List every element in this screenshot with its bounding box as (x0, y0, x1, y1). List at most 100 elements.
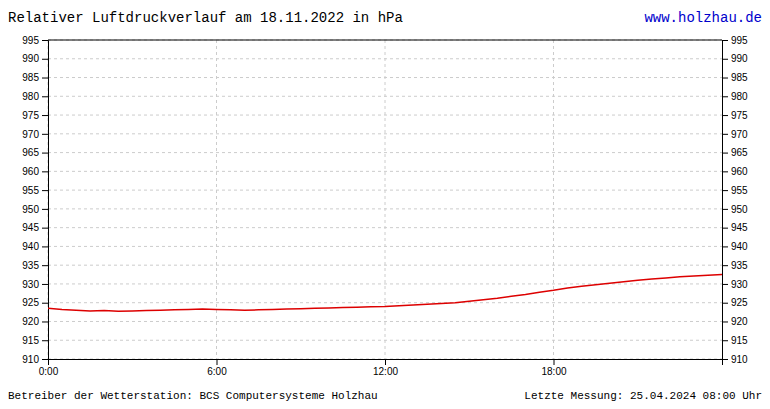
y2-axis-tick-label: 980 (731, 91, 748, 102)
grid-line-y (48, 171, 722, 172)
x-axis-tick-label: 0:00 (39, 366, 59, 377)
y-axis-tick: 995 (22, 35, 48, 46)
y-axis: 9109159209259309359409459509559609659709… (22, 35, 48, 365)
y2-axis-tick-label: 975 (731, 110, 748, 121)
y2-axis-tick-label: 990 (731, 53, 748, 64)
y-axis-tick: 960 (22, 166, 48, 177)
y2-axis-tick-mark (722, 171, 728, 172)
y-axis-tick-label: 910 (22, 354, 39, 365)
y-axis-tick: 950 (22, 204, 48, 215)
y-axis-tick: 920 (22, 316, 48, 327)
y2-axis-tick: 945 (722, 222, 748, 233)
y2-axis-tick-label: 940 (731, 241, 748, 252)
y2-axis-tick-mark (722, 246, 728, 247)
y2-axis-tick: 965 (722, 147, 748, 158)
y2-axis-tick-mark (722, 359, 728, 360)
y-axis-tick-mark (42, 359, 48, 360)
y2-axis-tick-mark (722, 96, 728, 97)
chart-container: 0:00 6:00 12:00 18:00 910 915 920 925 930 935 940 9… (0, 0, 770, 409)
y2-axis-tick-label: 920 (731, 316, 748, 327)
y2-axis-tick: 930 (722, 279, 748, 290)
y2-axis-tick-mark (722, 321, 728, 322)
y-axis-tick: 915 (22, 335, 48, 346)
y2-axis-tick-label: 960 (731, 166, 748, 177)
y-axis-tick-mark (42, 78, 48, 79)
x-axis-tick-mark (217, 359, 218, 365)
y-axis-tick: 925 (22, 297, 48, 308)
y2-axis-tick-mark (722, 265, 728, 266)
x-axis-line (49, 360, 723, 366)
y-axis-tick-mark (42, 171, 48, 172)
y-axis-tick-mark (42, 340, 48, 341)
y2-axis-tick-mark (722, 153, 728, 154)
x-axis-tick-label: 12:00 (373, 366, 398, 377)
plot-frame (48, 40, 722, 41)
y-axis-tick: 930 (22, 279, 48, 290)
y-axis-tick-label: 925 (22, 297, 39, 308)
y2-axis-tick: 970 (722, 129, 748, 140)
y2-axis-tick: 960 (722, 166, 748, 177)
y-axis-tick-mark (42, 228, 48, 229)
y-axis-tick-label: 980 (22, 91, 39, 102)
y2-axis-tick-label: 930 (731, 279, 748, 290)
y-axis-tick-label: 940 (22, 241, 39, 252)
y-axis-tick-label: 985 (22, 72, 39, 83)
x-axis-tick-label: 18:00 (541, 366, 566, 377)
y-axis-tick-mark (42, 115, 48, 116)
y-axis-tick-mark (42, 321, 48, 322)
grid-line-y (48, 40, 722, 41)
x-axis-tick: 6:00 (207, 359, 227, 377)
y2-axis-tick: 925 (722, 297, 748, 308)
marks (48, 275, 722, 312)
grid-line-x (216, 40, 217, 359)
y-axis-tick: 945 (22, 222, 48, 233)
y-axis-tick-mark (42, 40, 48, 41)
y-axis-tick: 970 (22, 129, 48, 140)
y2-axis-tick: 910 (722, 354, 748, 365)
grid (48, 40, 722, 359)
y2-axis-tick-label: 995 (731, 35, 748, 46)
grid-line-y (48, 302, 722, 303)
y-axis-tick-mark (42, 303, 48, 304)
y2-axis-tick: 975 (722, 110, 748, 121)
y2-axis-tick: 985 (722, 72, 748, 83)
y2-axis-tick-label: 965 (731, 147, 748, 158)
y-axis-tick-mark (42, 134, 48, 135)
y-axis-tick-label: 950 (22, 204, 39, 215)
y2-axis-tick: 935 (722, 260, 748, 271)
title: Relativer Luftdruckverlauf am 18.11.2022… (8, 10, 403, 26)
x-axis: 0:00 6:00 12:00 18:00 (39, 359, 723, 377)
y2-axis-tick-mark (722, 78, 728, 79)
y2-axis-tick: 920 (722, 316, 748, 327)
grid-line-y (48, 152, 722, 153)
y-axis-tick-label: 920 (22, 316, 39, 327)
y2-axis-tick-mark (722, 340, 728, 341)
y2-axis-tick-mark (722, 115, 728, 116)
x-axis-tick-label: 6:00 (207, 366, 227, 377)
grid-line-y (48, 133, 722, 134)
y-axis-tick-label: 930 (22, 279, 39, 290)
y2-axis-tick: 940 (722, 241, 748, 252)
y2-axis-tick-label: 925 (731, 297, 748, 308)
y2-axis-tick: 995 (722, 35, 748, 46)
x-axis-tick-mark (385, 359, 386, 365)
y-axis-tick: 990 (22, 53, 48, 64)
y-axis-tick-mark (42, 96, 48, 97)
x-axis-tick: 12:00 (373, 359, 398, 377)
y-axis-tick-mark (42, 59, 48, 60)
grid-line-y (48, 321, 722, 322)
grid-line-x (385, 40, 386, 359)
y2-axis-tick: 955 (722, 185, 748, 196)
grid-line-x (553, 40, 554, 359)
y-axis-tick: 935 (22, 260, 48, 271)
x-axis-tick: 0:00 (39, 359, 59, 377)
y2-axis-tick-mark (722, 190, 728, 191)
y-axis-tick-mark (42, 209, 48, 210)
y-axis-tick: 965 (22, 147, 48, 158)
y-axis-tick-label: 970 (22, 129, 39, 140)
x-axis-tick-mark (554, 359, 555, 365)
y2-axis-tick-label: 935 (731, 260, 748, 271)
y-axis-tick-label: 965 (22, 147, 39, 158)
chart-svg: 0:00 6:00 12:00 18:00 910 915 920 925 930 935 940 9… (0, 0, 770, 409)
y-axis-tick-mark (42, 284, 48, 285)
